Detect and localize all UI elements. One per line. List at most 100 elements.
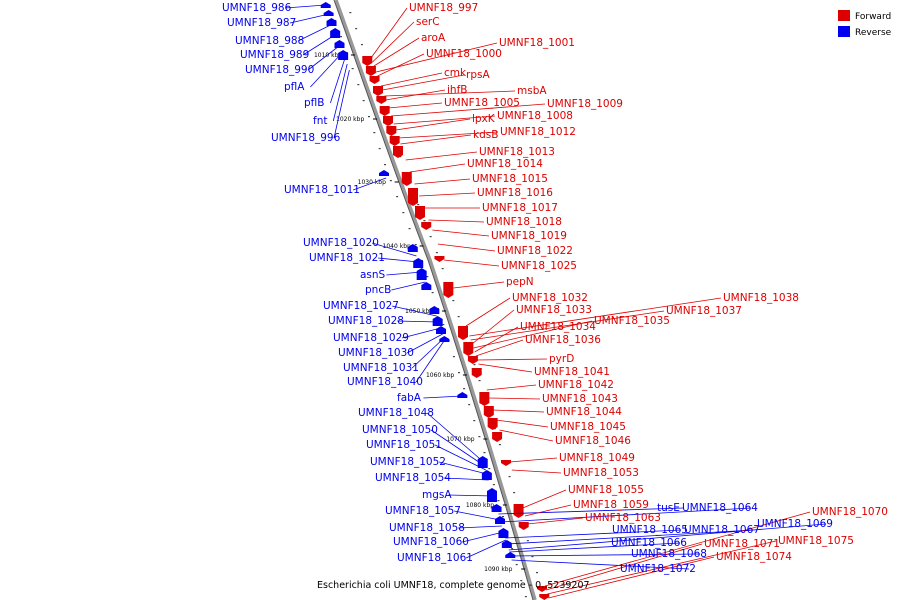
gene-label-umnf18-990: UMNF18_990 [245,64,314,76]
gene-label-umnf18-1050: UMNF18_1050 [362,424,438,436]
kbp-label: 1030 kbp [358,179,386,186]
forward-gene-block [513,504,524,518]
backbone-dot [414,244,417,246]
gene-label-fnt: fnt [313,115,327,127]
callout-line [478,363,533,373]
forward-gene-block [401,172,412,186]
kbp-label: 1040 kbp [383,243,411,250]
forward-gene-block [393,146,403,158]
backbone-dot [368,116,370,118]
callout-line [401,327,441,339]
callout-line [419,192,476,197]
forward-gene-block [467,356,478,364]
callout-line [439,461,488,475]
gene-label-pncb: pncB [365,284,391,296]
gene-label-umnf18-1021: UMNF18_1021 [309,252,385,264]
callout-line [289,13,330,24]
callout-line [390,103,546,117]
forward-gene-block [376,96,387,104]
callout-line [437,243,496,252]
gene-label-umnf18-1013: UMNF18_1013 [479,146,555,158]
callout-line [544,511,811,587]
backbone-dot [452,356,455,358]
callout-line [397,320,439,323]
gene-label-serc: serC [416,16,440,28]
gene-label-umnf18-1035: UMNF18_1035 [594,315,670,327]
gene-label-umnf18-1000: UMNF18_1000 [426,48,502,60]
callout-line [388,102,443,109]
backbone-dot [355,28,358,30]
kbp-label: 1010 kbp [314,52,342,59]
gene-label-umnf18-1012: UMNF18_1012 [500,126,576,138]
gene-label-umnf18-1014: UMNF18_1014 [467,158,543,170]
callout-line [373,37,420,67]
callout-line [511,559,690,570]
backbone-dot [473,420,476,422]
backbone-dot [349,12,352,14]
callout-line [489,397,541,400]
reverse-gene-block [379,170,389,176]
gene-label-umnf18-1009: UMNF18_1009 [547,98,623,110]
legend-reverse-swatch [838,26,850,37]
gene-label-umnf18-1065: UMNF18_1065 [612,524,688,536]
forward-gene-block [487,418,498,430]
backbone-dot [520,580,523,582]
gene-label-umnf18-1027: UMNF18_1027 [323,300,399,312]
callout-line [332,63,348,122]
callout-line [371,242,417,257]
reverse-gene-block [436,326,446,334]
legend-forward-swatch [838,10,850,21]
callout-line [409,163,466,173]
backbone-dot [408,228,411,230]
gene-label-umnf18-1043: UMNF18_1043 [542,393,618,405]
backbone-dot [483,452,486,454]
callout-line [548,556,715,599]
backbone-dot [357,84,360,86]
callout-line [426,412,484,463]
forward-gene-block [518,522,529,530]
gene-label-umnf18-1070: UMNF18_1070 [812,506,888,518]
forward-gene-block [415,206,425,220]
backbone-dot [536,572,538,574]
gene-label-umnf18-1032: UMNF18_1032 [512,292,588,304]
gene-label-umnf18-1044: UMNF18_1044 [546,406,622,418]
callout-line [386,271,423,276]
backbone-dot [435,252,438,254]
gene-label-umnf18-1057: UMNF18_1057 [385,505,461,517]
callout-line [522,489,567,509]
forward-gene-block [537,586,547,592]
callout-line [392,305,437,317]
backbone-dot [423,220,426,222]
callout-line [474,326,519,353]
callout-line [352,177,387,191]
forward-gene-block [471,368,482,378]
callout-line [465,297,511,327]
callout-line [444,477,489,481]
callout-line [380,72,443,87]
gene-label-umnf18-1020: UMNF18_1020 [303,237,379,249]
callout-line [458,525,502,529]
gene-label-umnf18-1033: UMNF18_1033 [516,304,592,316]
gene-label-umnf18-1045: UMNF18_1045 [550,421,626,433]
reverse-gene-block [491,504,502,512]
forward-gene-block [492,432,503,442]
callout-line [527,517,584,525]
kbp-ticks: 1010 kbp 1020 kbp 1030 kbp 1040 kbp 1050 kbp… [314,12,543,598]
backbone-dot [452,300,455,302]
forward-gene-block [389,136,400,146]
reverse-gene-block [326,18,337,26]
callout-line [310,51,344,88]
gene-label-umnf18-1049: UMNF18_1049 [559,452,635,464]
forward-gene-block [373,86,383,96]
gene-label-umnf18-1060: UMNF18_1060 [393,536,469,548]
backbone-dot [340,36,343,38]
callout-line [423,395,463,399]
backbone-dot [497,500,500,502]
gene-label-umnf18-987: UMNF18_987 [227,17,296,29]
reverse-gene-block [487,488,497,502]
legend-forward-label: Forward [855,12,891,22]
gene-label-umnf18-1052: UMNF18_1052 [370,456,446,468]
callout-line [508,523,827,551]
callout-line [297,23,333,42]
